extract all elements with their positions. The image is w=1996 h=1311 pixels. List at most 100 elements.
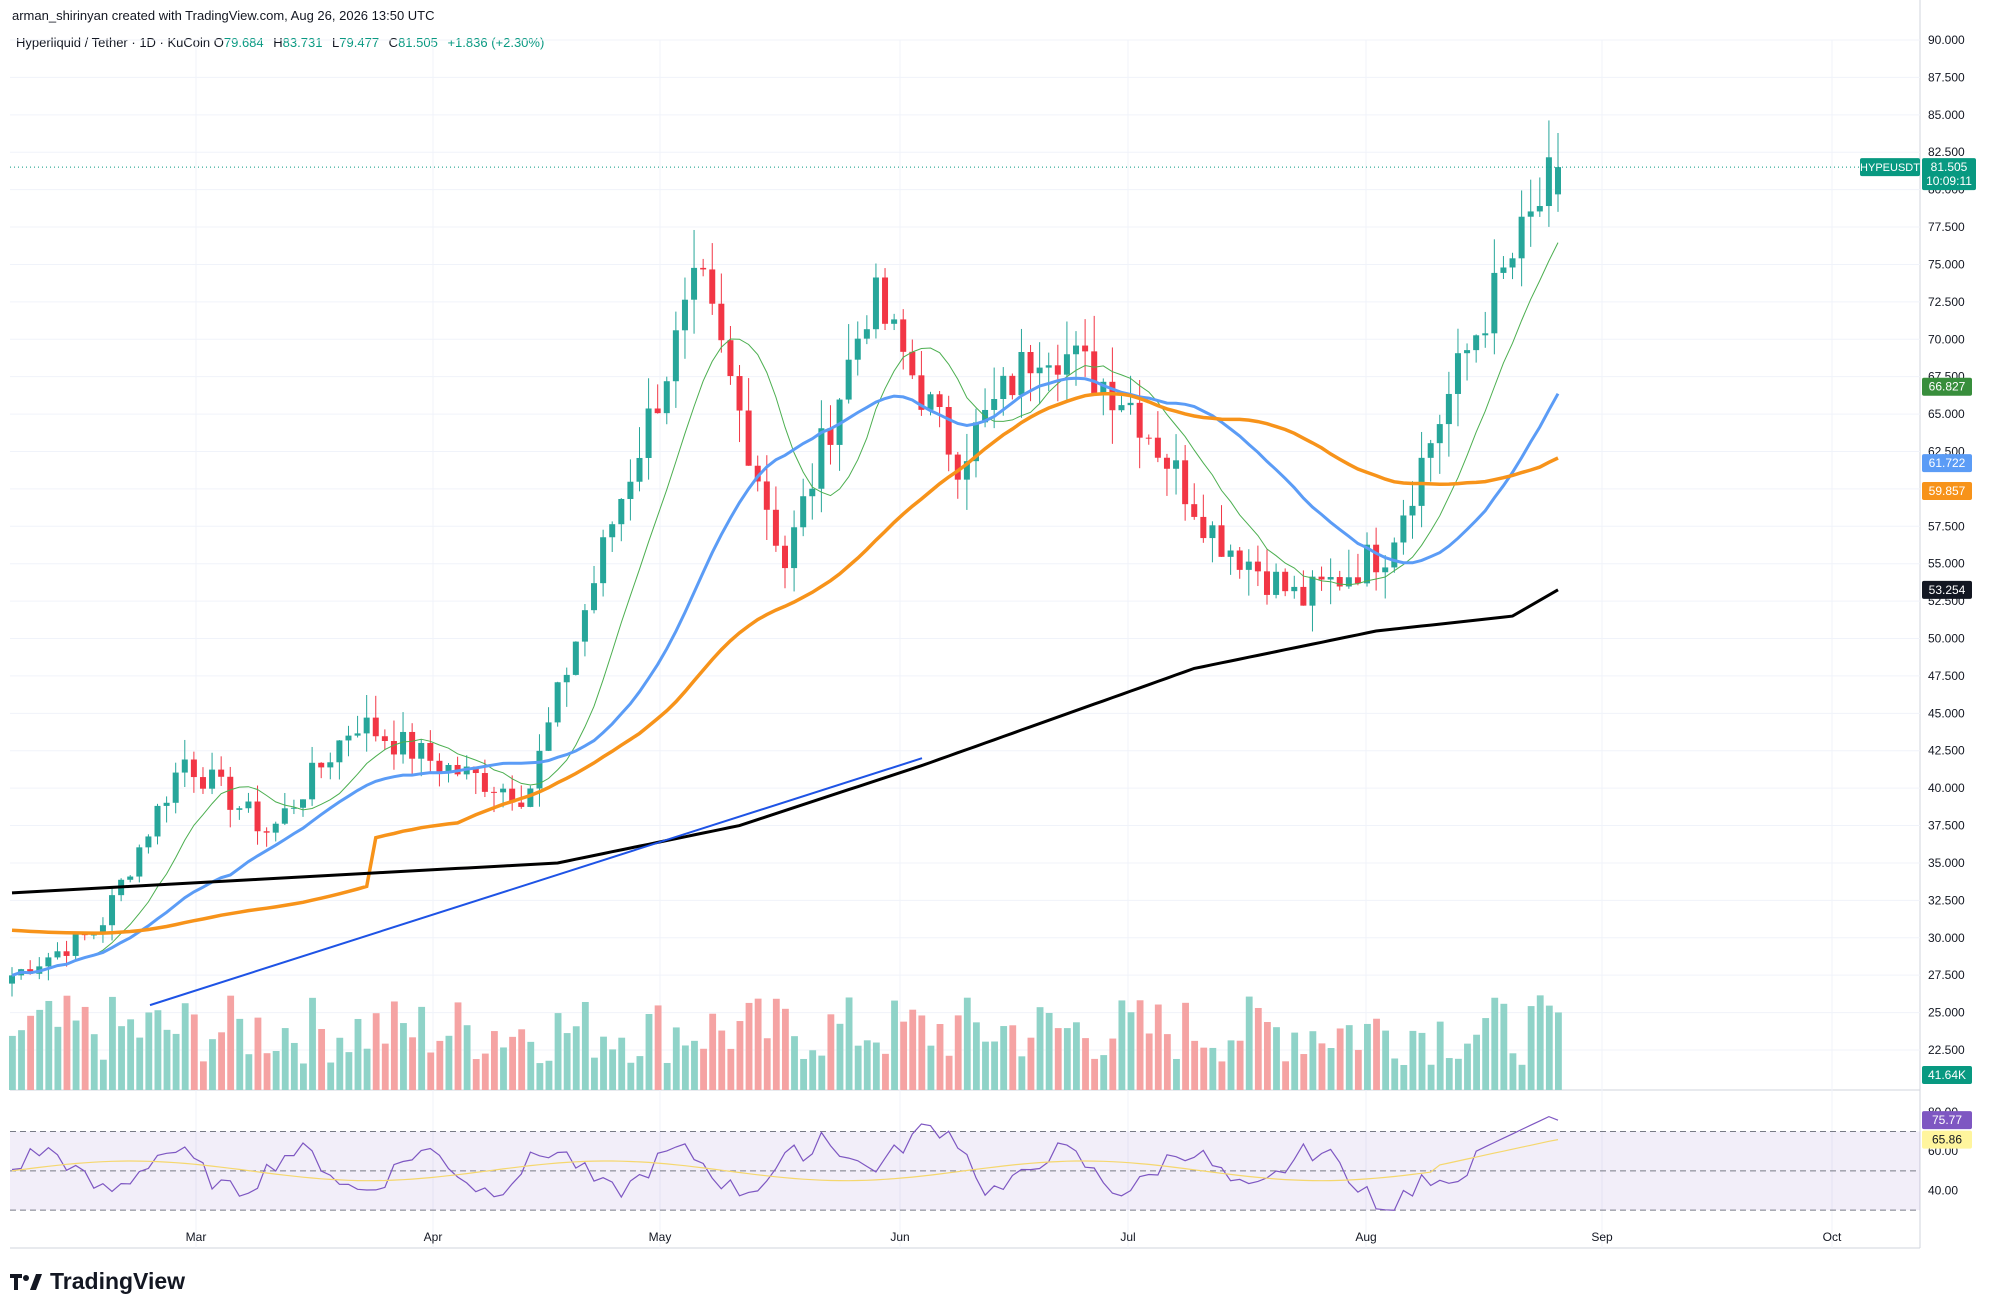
candle-body [1191,504,1198,517]
volume-bar [136,1037,144,1090]
volume-bar [1254,1007,1262,1090]
volume-bar [1327,1048,1335,1090]
tradingview-brand[interactable]: TradingView [10,1268,185,1295]
volume-bar [1555,1012,1562,1090]
volume-bar [509,1036,516,1090]
open-value: 79.684 [223,35,264,50]
candle-body [1082,345,1089,352]
time-tick-label: Sep [1591,1230,1613,1244]
candle-body [127,876,134,880]
candle-body [1227,550,1234,557]
rsi-line [11,1115,1559,1211]
candle-body [800,496,807,528]
high-value: 83.731 [282,35,323,50]
candle-body [772,509,779,546]
volume-bar [1445,1058,1453,1090]
volume-bar [809,1050,817,1090]
candle-body [445,764,452,773]
volume-bar [1136,1000,1144,1090]
candle-body [1482,333,1489,336]
candle-body [209,769,216,789]
candle-body [1445,393,1452,425]
volume-bar [1063,1028,1071,1090]
rsi-value-tag: 75.77 [1932,1113,1962,1127]
volume-bar [1318,1043,1326,1090]
candle-body [1527,211,1534,217]
candle-body [481,773,488,792]
candle-body [109,895,116,926]
candle-body [700,267,707,270]
chart-credit: arman_shirinyan created with TradingView… [12,8,435,23]
candle-body [1091,351,1098,394]
ma-green-value-tag-bg [1922,377,1972,396]
candle-body [236,808,243,810]
symbol-legend: Hyperliquid / Tether · 1D · KuCoin O79.6… [16,35,550,50]
candle-body [1409,505,1416,516]
volume-bar [1173,1058,1180,1090]
candle-body [1254,561,1261,572]
tradingview-logo-icon [10,1273,42,1290]
volume-bar [1273,1027,1280,1090]
volume-bar [1073,1022,1080,1090]
candle-body [991,399,998,410]
volume-bar [763,1038,771,1090]
candle-body [945,407,952,455]
time-tick-label: May [649,1230,672,1244]
volume-bar [445,1035,453,1090]
volume-bar [372,1013,380,1090]
candle-body [1300,586,1307,606]
volume-bar [609,1049,617,1090]
candle-body [609,524,616,538]
volume-bar [1000,1026,1008,1090]
candle-body [827,428,834,445]
volume-bar [1036,1007,1044,1090]
volume-bar [1373,1018,1380,1090]
volume-bar [1364,1023,1371,1090]
price-tick-label: 22.500 [1928,1043,1965,1057]
volume-bar [400,1023,407,1090]
candle-body [1436,424,1443,444]
volume-bar [572,1026,580,1090]
volume-bar [1536,995,1544,1090]
volume-bar [81,1006,89,1090]
volume-bar [972,1022,980,1090]
candle-body [1327,577,1334,580]
time-tick-label: Jul [1120,1230,1135,1244]
candle-body [1154,437,1161,458]
volume-bar [390,1001,398,1090]
volume-bar [54,1026,62,1090]
candle-body [1036,367,1043,374]
candle-body [509,788,516,803]
volume-bar [490,1031,498,1090]
price-chart[interactable]: 90.00087.50085.00082.50080.00077.50075.0… [0,0,1996,1260]
candle-body [1373,544,1380,573]
candle-body [936,394,943,408]
price-tick-label: 27.500 [1928,968,1965,982]
volume-bar [263,1053,271,1090]
candle-body [691,267,698,300]
ma-blue-line [11,376,1560,977]
candle-body [1454,353,1461,394]
price-tick-label: 85.000 [1928,108,1965,122]
volume-bar [481,1053,489,1090]
candle-body [436,760,443,773]
candle-body [99,925,106,935]
candle-body [545,722,552,751]
candle-body [63,951,70,956]
candle-body [791,527,798,569]
candle-body [354,733,361,736]
volume-bar [1518,1064,1526,1090]
volume-bar [63,995,71,1090]
ma-green-line [11,242,1559,976]
volume-bar [1336,1028,1344,1090]
candle-body [918,375,925,410]
candle-body [709,269,716,304]
volume-bar [1409,1030,1417,1090]
volume-bar [18,1030,25,1090]
candle-body [427,743,434,761]
volume-bar [300,1063,307,1090]
candle-body [309,762,316,800]
volume-bar [954,1015,962,1090]
candle-body [1145,437,1152,439]
candle-body [245,801,252,809]
